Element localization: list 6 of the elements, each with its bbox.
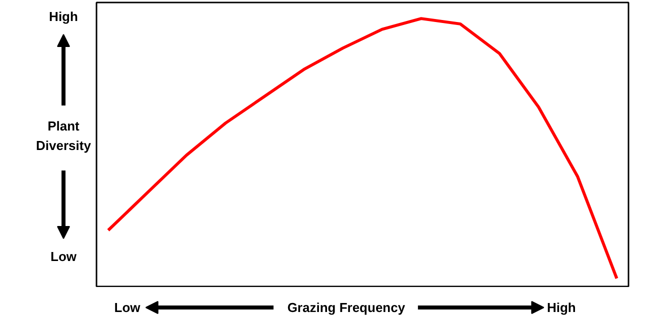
text: Low <box>50 249 78 264</box>
text: High <box>49 9 78 24</box>
text: Low <box>114 300 142 315</box>
x-axis-title: Grazing Frequency <box>287 300 406 315</box>
y-axis-title: Plant Diversity <box>36 118 92 153</box>
text: High <box>546 300 576 315</box>
